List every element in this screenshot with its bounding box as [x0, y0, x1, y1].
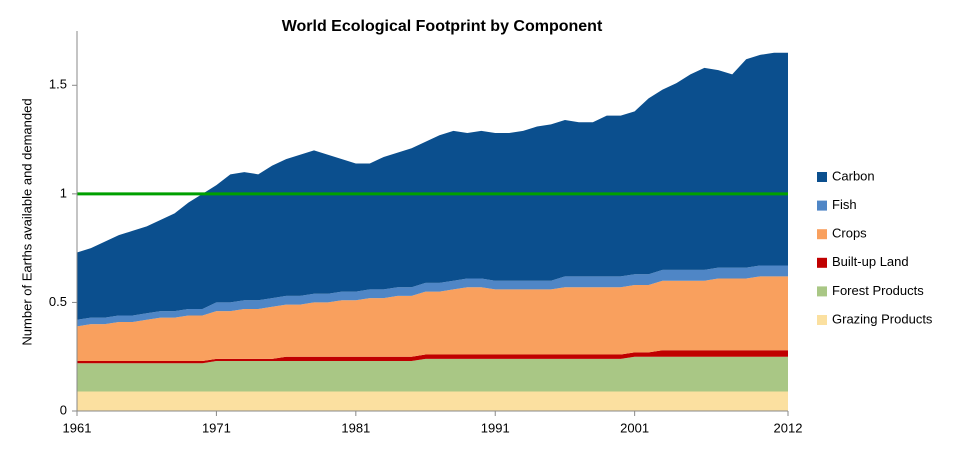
x-tick-label: 1991 [481, 420, 510, 435]
x-tick-label: 2012 [774, 420, 803, 435]
legend-label: Built-up Land [832, 254, 909, 269]
legend-swatch [817, 200, 827, 211]
legend-label: Crops [832, 226, 867, 241]
area [77, 356, 788, 392]
legend-label: Forest Products [832, 283, 924, 298]
x-tick-label: 1971 [202, 420, 231, 435]
area [77, 391, 788, 411]
area [77, 52, 788, 320]
area [77, 265, 788, 327]
x-tick-label: 2001 [620, 420, 649, 435]
y-tick-label: 0 [60, 402, 67, 417]
area [77, 276, 788, 362]
legend-label: Grazing Products [832, 311, 933, 326]
x-tick-label: 1981 [341, 420, 370, 435]
y-tick-label: 1.5 [49, 77, 67, 92]
legend-swatch [817, 257, 827, 268]
legend-swatch [817, 229, 827, 240]
area [77, 350, 788, 364]
y-tick-label: 1 [60, 185, 67, 200]
legend-swatch [817, 286, 827, 297]
legend-swatch [817, 172, 827, 182]
legend-label: Fish [832, 197, 857, 212]
legend-swatch [817, 315, 827, 325]
legend-label: Carbon [832, 168, 875, 183]
y-tick-label: 0.5 [49, 294, 67, 309]
x-tick-label: 1961 [63, 420, 92, 435]
y-axis-label: Number of Earths available and demanded [19, 98, 34, 345]
chart-title: World Ecological Footprint by Component [282, 18, 603, 35]
